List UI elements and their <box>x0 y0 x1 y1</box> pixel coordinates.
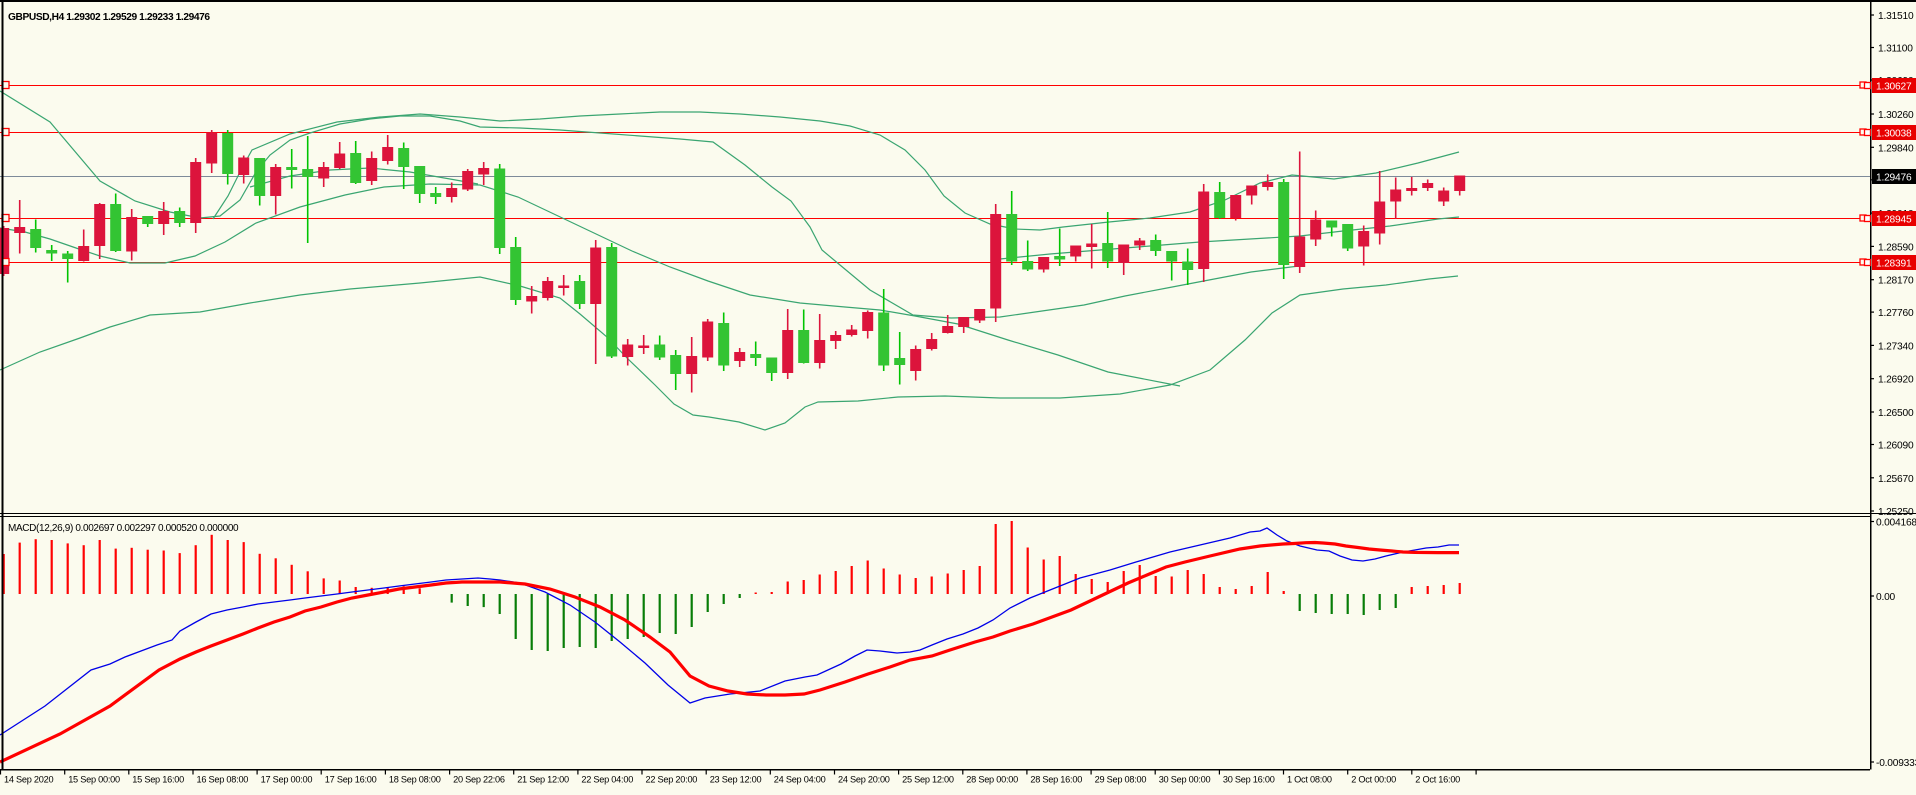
svg-text:1.29476: 1.29476 <box>1876 173 1912 184</box>
svg-text:1.26920: 1.26920 <box>1878 375 1914 386</box>
svg-text:18 Sep 08:00: 18 Sep 08:00 <box>389 775 441 785</box>
svg-text:-0.009333: -0.009333 <box>1876 758 1916 769</box>
svg-text:2 Oct 16:00: 2 Oct 16:00 <box>1415 775 1460 785</box>
svg-text:1.27340: 1.27340 <box>1878 341 1914 352</box>
svg-text:1.26500: 1.26500 <box>1878 408 1914 419</box>
svg-text:21 Sep 12:00: 21 Sep 12:00 <box>517 775 569 785</box>
svg-text:20 Sep 22:06: 20 Sep 22:06 <box>453 775 505 785</box>
svg-text:1.28170: 1.28170 <box>1878 276 1914 287</box>
svg-text:0.004168: 0.004168 <box>1876 518 1916 529</box>
svg-text:2 Oct 00:00: 2 Oct 00:00 <box>1351 775 1396 785</box>
svg-text:1.31510: 1.31510 <box>1878 11 1914 22</box>
svg-text:1.25670: 1.25670 <box>1878 474 1914 485</box>
svg-text:30 Sep 16:00: 30 Sep 16:00 <box>1223 775 1275 785</box>
svg-text:1.31100: 1.31100 <box>1878 44 1913 55</box>
svg-text:1.29840: 1.29840 <box>1878 143 1914 154</box>
svg-text:22 Sep 20:00: 22 Sep 20:00 <box>646 775 698 785</box>
svg-text:0.00: 0.00 <box>1876 592 1896 603</box>
svg-text:30 Sep 00:00: 30 Sep 00:00 <box>1159 775 1211 785</box>
svg-text:1.25250: 1.25250 <box>1878 507 1914 518</box>
svg-text:24 Sep 04:00: 24 Sep 04:00 <box>774 775 826 785</box>
svg-text:28 Sep 16:00: 28 Sep 16:00 <box>1030 775 1082 785</box>
svg-text:22 Sep 04:00: 22 Sep 04:00 <box>581 775 633 785</box>
svg-text:17 Sep 16:00: 17 Sep 16:00 <box>325 775 377 785</box>
svg-text:29 Sep 08:00: 29 Sep 08:00 <box>1095 775 1147 785</box>
svg-text:1.30260: 1.30260 <box>1878 110 1914 121</box>
svg-text:1.28945: 1.28945 <box>1876 215 1912 226</box>
svg-text:1.27760: 1.27760 <box>1878 308 1914 319</box>
svg-text:1.28391: 1.28391 <box>1876 259 1912 270</box>
svg-text:1.30627: 1.30627 <box>1876 82 1912 93</box>
svg-text:GBPUSD,H4 1.29302 1.29529 1.2: GBPUSD,H4 1.29302 1.29529 1.29233 1.2947… <box>8 12 210 23</box>
svg-text:17 Sep 00:00: 17 Sep 00:00 <box>261 775 313 785</box>
svg-text:25 Sep 12:00: 25 Sep 12:00 <box>902 775 954 785</box>
svg-text:14 Sep 2020: 14 Sep 2020 <box>4 775 54 785</box>
svg-text:24 Sep 20:00: 24 Sep 20:00 <box>838 775 890 785</box>
svg-text:28 Sep 00:00: 28 Sep 00:00 <box>966 775 1018 785</box>
svg-text:16 Sep 08:00: 16 Sep 08:00 <box>197 775 249 785</box>
svg-text:1 Oct 08:00: 1 Oct 08:00 <box>1287 775 1332 785</box>
svg-text:23 Sep 12:00: 23 Sep 12:00 <box>710 775 762 785</box>
svg-text:1.28590: 1.28590 <box>1878 242 1914 253</box>
svg-text:1.30038: 1.30038 <box>1876 129 1912 140</box>
svg-text:1.26090: 1.26090 <box>1878 441 1914 452</box>
svg-text:15 Sep 16:00: 15 Sep 16:00 <box>132 775 184 785</box>
svg-text:15 Sep 00:00: 15 Sep 00:00 <box>68 775 120 785</box>
svg-text:MACD(12,26,9) 0.002697 0.00229: MACD(12,26,9) 0.002697 0.002297 0.000520… <box>8 523 239 534</box>
